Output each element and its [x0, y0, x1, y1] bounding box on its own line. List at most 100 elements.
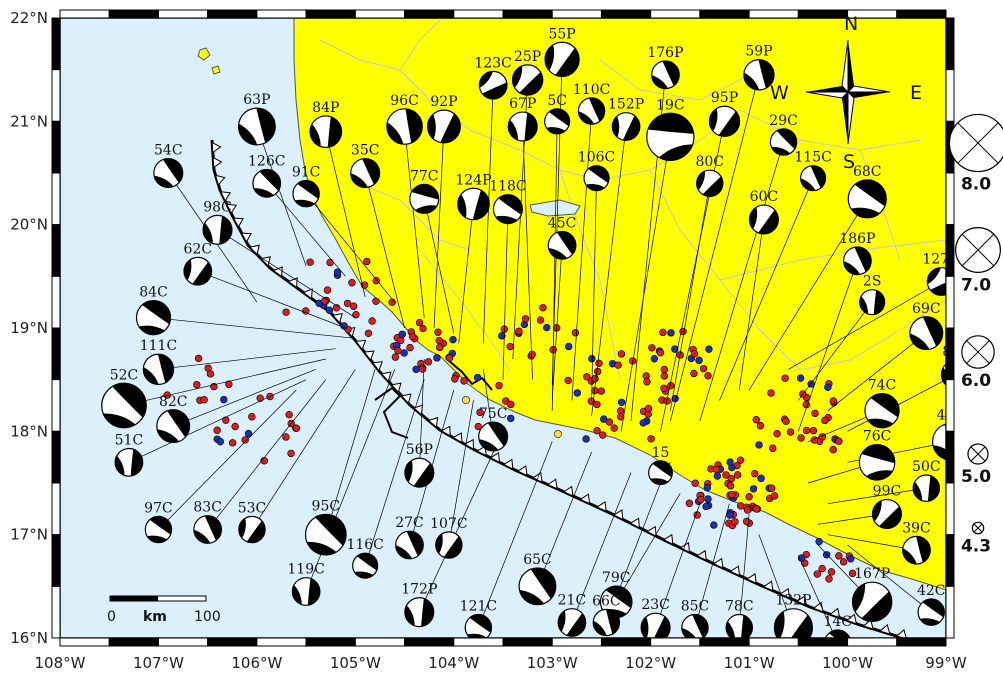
- mechanism-label: 186P: [839, 231, 875, 247]
- mechanism-connector: [571, 110, 592, 401]
- epicenter: [824, 383, 832, 392]
- lon-tick-label: 105°W: [330, 654, 381, 672]
- epicenter: [228, 439, 237, 447]
- mechanism-connector: [128, 379, 307, 463]
- mechanism-connector: [207, 379, 327, 530]
- focal-mechanism: 60C: [748, 189, 779, 235]
- epicenter: [827, 568, 836, 576]
- mechanism-label: 29C: [769, 113, 798, 129]
- mechanism-label: 132P: [775, 593, 811, 609]
- mechanism-label: 42C: [917, 583, 946, 599]
- epicenter: [756, 422, 765, 430]
- mechanism-connector: [266, 183, 346, 277]
- mechanism-connector: [827, 332, 927, 411]
- land-mexico: [293, 18, 946, 591]
- epicenter: [244, 429, 253, 438]
- mechanism-label: 55P: [548, 26, 575, 42]
- mechanism-connector: [798, 260, 858, 432]
- epicenter: [690, 350, 699, 358]
- mechanism-label: 49C: [937, 407, 966, 423]
- mechanism-label: 59P: [745, 44, 772, 60]
- focal-mechanism: 80C: [695, 154, 724, 198]
- mechanism-connector: [458, 203, 474, 344]
- epicenter: [282, 433, 290, 441]
- mechanism-connector: [433, 126, 445, 329]
- legend-item: 5.0: [961, 443, 991, 487]
- mechanism-label: 77C: [410, 168, 439, 184]
- mechanism-label: 86P: [942, 344, 969, 360]
- epicenter: [782, 417, 790, 425]
- epicenter: [639, 419, 647, 427]
- epicenter: [796, 374, 805, 382]
- scale-bar: 0 km 100: [107, 595, 221, 625]
- lat-tick-label: 16°N: [10, 629, 48, 647]
- focal-mechanism: 92P: [426, 94, 461, 144]
- epicenter: [363, 257, 371, 266]
- mechanism-connector: [158, 348, 336, 370]
- epicenter: [325, 306, 334, 315]
- epicenter: [695, 356, 703, 365]
- epicenter: [770, 492, 779, 500]
- focal-mechanism: 106C: [578, 150, 615, 192]
- mechanism-label: 60C: [750, 189, 779, 205]
- mechanism-connector: [798, 301, 873, 401]
- focal-mechanism: 75C: [478, 406, 509, 452]
- mechanism-label: 45C: [548, 216, 577, 232]
- mechanism-connector: [551, 245, 563, 401]
- magnitude-legend: 8.0 7.0 6.0 5.0 4.3: [948, 113, 1003, 557]
- epicenter: [835, 552, 843, 560]
- epicenter: [702, 502, 710, 511]
- epicenter: [282, 308, 290, 316]
- focal-mechanism: 84C: [135, 285, 172, 336]
- epicenter: [809, 426, 818, 435]
- focal-mechanism: 121C: [460, 599, 497, 638]
- compass-north: N: [844, 13, 858, 35]
- focal-mechanism: 84P: [309, 100, 343, 149]
- epicenter: [660, 372, 668, 380]
- epicenter: [781, 374, 789, 382]
- epicenter: [797, 554, 806, 562]
- legend-magnitude: 6.0: [961, 371, 991, 391]
- focal-mechanism: 95C: [304, 498, 347, 556]
- focal-mechanism: 39C: [902, 520, 931, 565]
- mechanism-label: 95P: [711, 90, 738, 106]
- epicenter: [474, 422, 482, 431]
- lat-tick-label: 18°N: [10, 422, 48, 440]
- lat-tick-label: 21°N: [10, 112, 48, 130]
- epicenter: [818, 564, 826, 573]
- epicenter: [398, 330, 406, 339]
- focal-mechanism: 123C: [474, 55, 512, 100]
- epicenter: [306, 258, 314, 266]
- mechanism-connectors: [123, 59, 946, 638]
- epicenter: [690, 369, 698, 378]
- mechanism-label: 126C: [248, 154, 285, 170]
- epicenter: [743, 506, 752, 514]
- epicenter: [372, 297, 380, 305]
- epicenter: [348, 279, 356, 287]
- epicenter: [571, 329, 580, 337]
- epicenter: [536, 316, 545, 324]
- mechanism-connector: [478, 441, 553, 628]
- epicenter: [691, 479, 699, 487]
- epicenter: [802, 426, 811, 435]
- epicenter: [445, 354, 454, 362]
- focal-mechanism: 76C: [858, 429, 896, 481]
- mechanism-label: 69C: [912, 301, 941, 317]
- mechanism-connector: [325, 369, 376, 535]
- focal-mechanism: 116C: [346, 537, 384, 579]
- lake-chapala: [529, 199, 581, 217]
- epicenter: [231, 422, 239, 431]
- mechanism-connector: [670, 183, 711, 411]
- epicenter: [539, 303, 547, 312]
- epicenter: [610, 424, 618, 432]
- mechanism-label: 50C: [912, 459, 941, 475]
- focal-mechanism: 115C: [794, 150, 832, 192]
- mechanism-connector: [847, 544, 932, 613]
- epicenter: [542, 323, 551, 332]
- epicenter: [515, 327, 523, 335]
- mechanism-connector: [847, 379, 946, 432]
- focal-mechanism: 15: [648, 445, 673, 486]
- mechanism-connector: [197, 270, 346, 329]
- epicenter: [821, 416, 829, 425]
- focal-mechanism: 85C: [681, 599, 709, 638]
